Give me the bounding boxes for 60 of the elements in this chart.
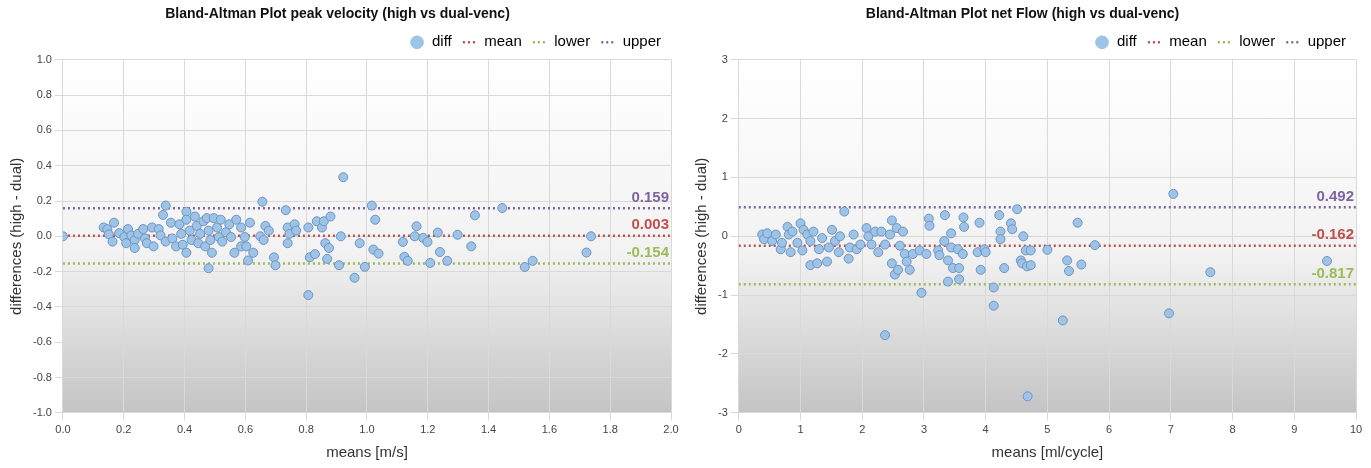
x-tick-label: 8 [1229,423,1236,436]
y-tick-label: 0 [721,229,728,242]
y-tick-label: 1 [721,170,728,183]
data-label: -0.817 [1311,264,1354,282]
y-tick-label: -0.2 [32,264,52,277]
y-tick-label: -1.0 [32,405,52,418]
x-tick-label: 2.0 [663,423,679,436]
x-tick-label: 0.6 [237,423,254,436]
y-tick-label: -1 [718,288,728,301]
data-label: 0.159 [631,187,669,205]
x-tick-label: 4 [982,423,989,436]
x-tick-label: 0 [735,423,742,436]
x-tick-label: 0.8 [298,423,314,436]
x-tick-label: 5 [1044,423,1051,436]
y-tick-label: 0.8 [36,88,52,101]
data-label: -0.154 [626,243,670,261]
y-tick-label: 0.0 [36,229,52,242]
y-tick-label: 0.4 [36,158,52,171]
y-tick-label: 0.6 [36,123,52,136]
x-tick-label: 0.0 [55,423,71,436]
x-axis-title: means [ml/cycle] [991,443,1104,461]
legend-label: upper [622,32,662,50]
data-label: 0.492 [1316,186,1354,204]
x-tick-label: 1.6 [541,423,558,436]
x-tick-label: 7 [1167,423,1174,436]
x-tick-label: 3 [920,423,928,436]
x-tick-label: 1.4 [480,423,497,436]
x-tick-label: 1.8 [602,423,618,436]
chart-title: Bland-Altman Plot net Flow (high vs dual-venc) [865,5,1180,22]
legend-label: mean [1169,32,1207,50]
y-tick-label: -2 [718,347,728,359]
legend-label: lower [554,32,591,50]
x-axis-title: means [m/s] [326,443,408,461]
legend-label: mean [484,32,522,50]
chart-title: Bland-Altman Plot peak velocity (high vs dual-venc) [165,5,510,22]
y-axis-title: differences (high - dual) [7,157,25,315]
y-tick-label: -3 [718,405,728,418]
y-tick-label: -0.6 [32,335,52,348]
legend-label: upper [1307,32,1347,50]
x-tick-label: 0.2 [116,423,132,436]
x-tick-label: 2 [859,423,866,436]
x-tick-label: 1.2 [420,423,436,436]
x-tick-label: 1.0 [359,423,375,436]
data-label: -0.162 [1311,225,1354,243]
y-tick-label: -0.8 [32,370,52,383]
legend-label: diff [432,32,453,50]
data-label: 0.003 [631,215,669,233]
y-tick-label: 3 [721,52,728,65]
y-tick-label: 1.0 [36,52,52,65]
legend-label: lower [1239,32,1276,50]
x-tick-label: 6 [1106,423,1113,436]
y-axis-title: differences (high - dual) [692,157,710,315]
y-tick-label: 0.2 [36,194,52,207]
x-tick-label: 10 [1349,423,1363,436]
x-tick-label: 0.4 [176,423,193,436]
y-tick-label: -0.4 [32,299,52,312]
y-tick-label: 2 [721,111,728,124]
x-tick-label: 1 [797,423,804,436]
legend-label: diff [1117,32,1138,50]
x-tick-label: 9 [1291,423,1298,436]
